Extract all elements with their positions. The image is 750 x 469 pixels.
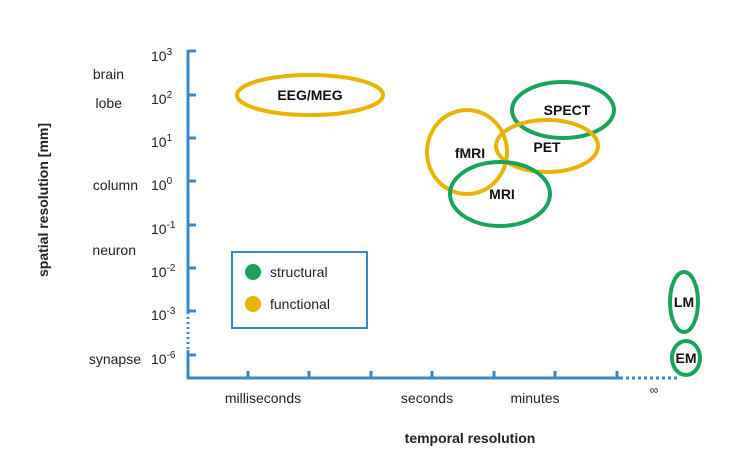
y-tick-label: 100 — [151, 176, 173, 193]
y-tick-labels: 103 102 101 100 10-1 10-2 10-3 10-6 — [151, 47, 176, 367]
method-label: SPECT — [544, 102, 591, 118]
y-axis — [186, 49, 196, 378]
y-tick-label: 10-6 — [151, 350, 176, 367]
ellipse-lm — [668, 270, 700, 334]
ellipse-spect — [510, 80, 616, 140]
ellipse-mri — [448, 160, 552, 228]
y-tick-label: 10-1 — [151, 220, 176, 237]
category-column: column — [93, 177, 138, 193]
functional-marker-icon — [245, 296, 261, 312]
ellipse-eeg-meg — [235, 73, 385, 117]
x-label-milliseconds: milliseconds — [225, 390, 301, 406]
method-label: EM — [676, 350, 697, 366]
x-axis — [187, 371, 680, 380]
category-lobe: lobe — [96, 95, 123, 111]
legend-functional: functional — [270, 296, 330, 312]
x-axis-title: temporal resolution — [405, 430, 536, 446]
category-synapse: synapse — [89, 351, 141, 367]
y-category-labels: brain lobe column neuron synapse — [89, 66, 141, 367]
category-neuron: neuron — [92, 242, 136, 258]
ellipse-fmri — [425, 108, 509, 196]
method-label: MRI — [489, 186, 515, 202]
category-brain: brain — [93, 66, 124, 82]
method-label: fMRI — [455, 145, 485, 161]
x-label-seconds: seconds — [401, 390, 453, 406]
structural-marker-icon — [245, 264, 261, 280]
x-label-infinity: ∞ — [650, 383, 659, 397]
y-tick-label: 101 — [151, 133, 173, 150]
legend-structural: structural — [270, 264, 328, 280]
y-axis-title: spatial resolution [mm] — [35, 123, 51, 277]
ellipse-pet — [494, 118, 600, 174]
method-label: EEG/MEG — [277, 87, 342, 103]
y-tick-label: 102 — [151, 90, 173, 107]
y-tick-label: 103 — [151, 47, 173, 64]
x-label-minutes: minutes — [510, 390, 559, 406]
method-label: LM — [674, 294, 694, 310]
method-label: PET — [533, 139, 561, 155]
ellipse-em — [670, 339, 702, 377]
legend: structural functional — [231, 251, 368, 329]
y-tick-label: 10-2 — [151, 263, 176, 280]
y-tick-label: 10-3 — [151, 306, 176, 323]
